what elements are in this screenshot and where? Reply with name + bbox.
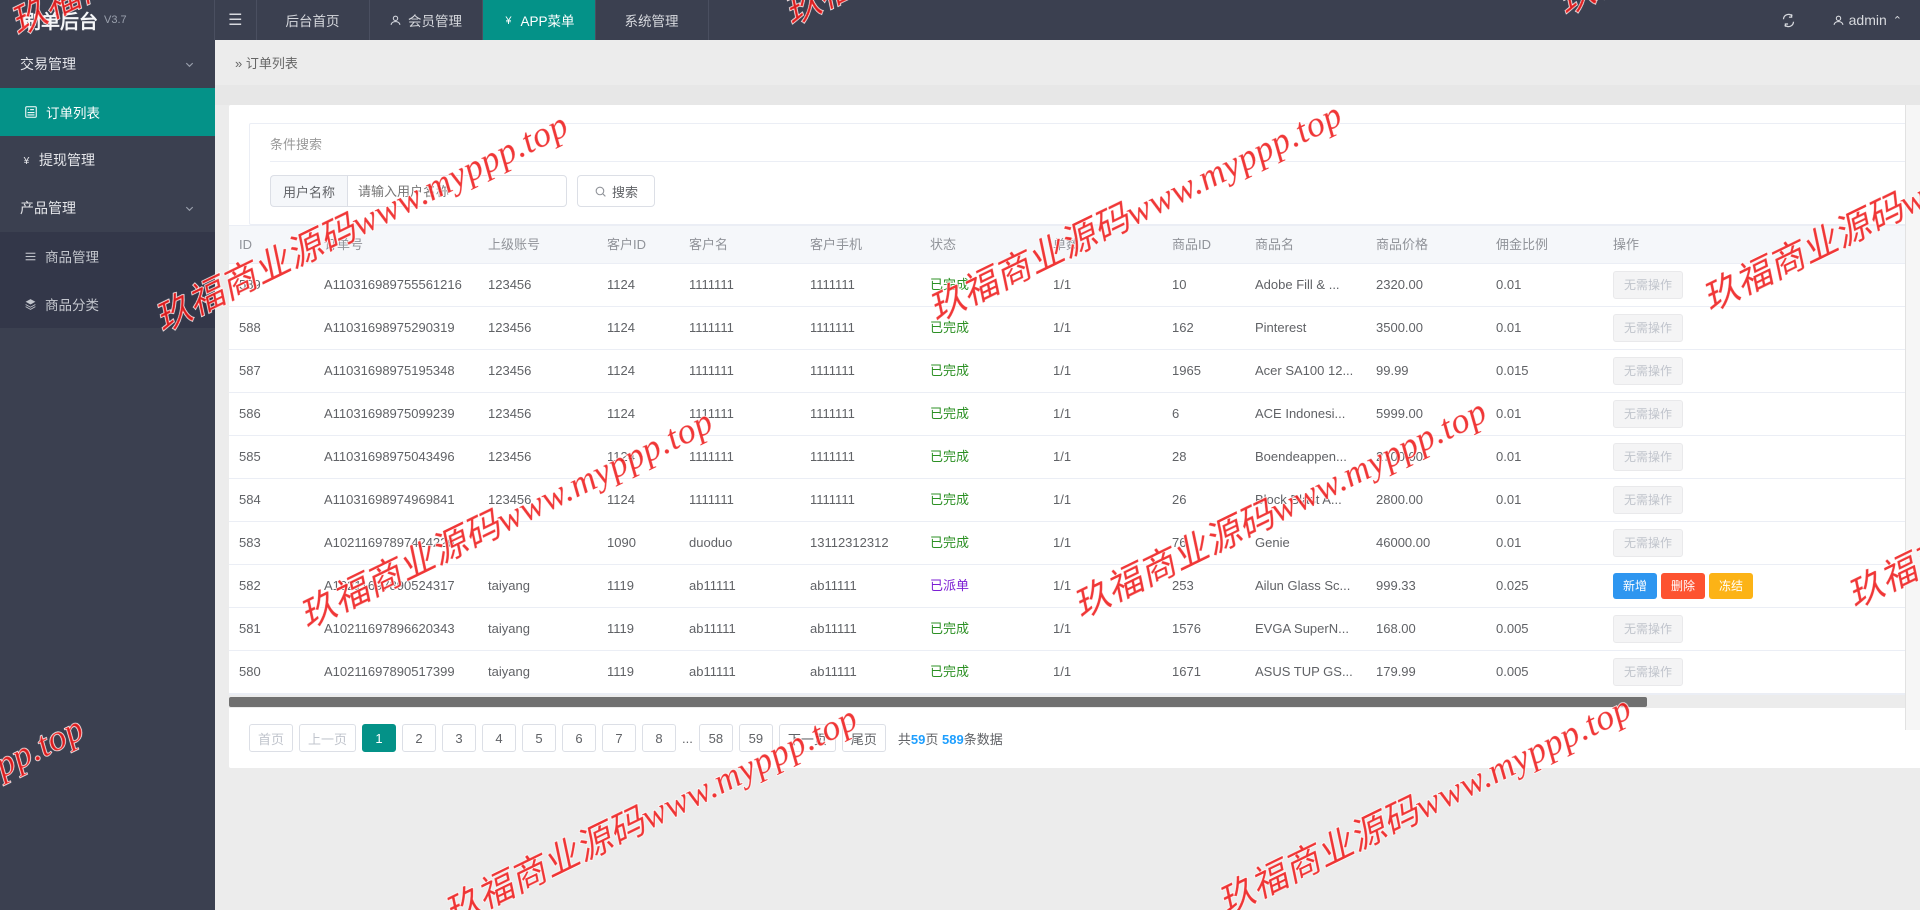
- svg-text:¥: ¥: [23, 156, 30, 167]
- svg-text:¥: ¥: [505, 14, 513, 26]
